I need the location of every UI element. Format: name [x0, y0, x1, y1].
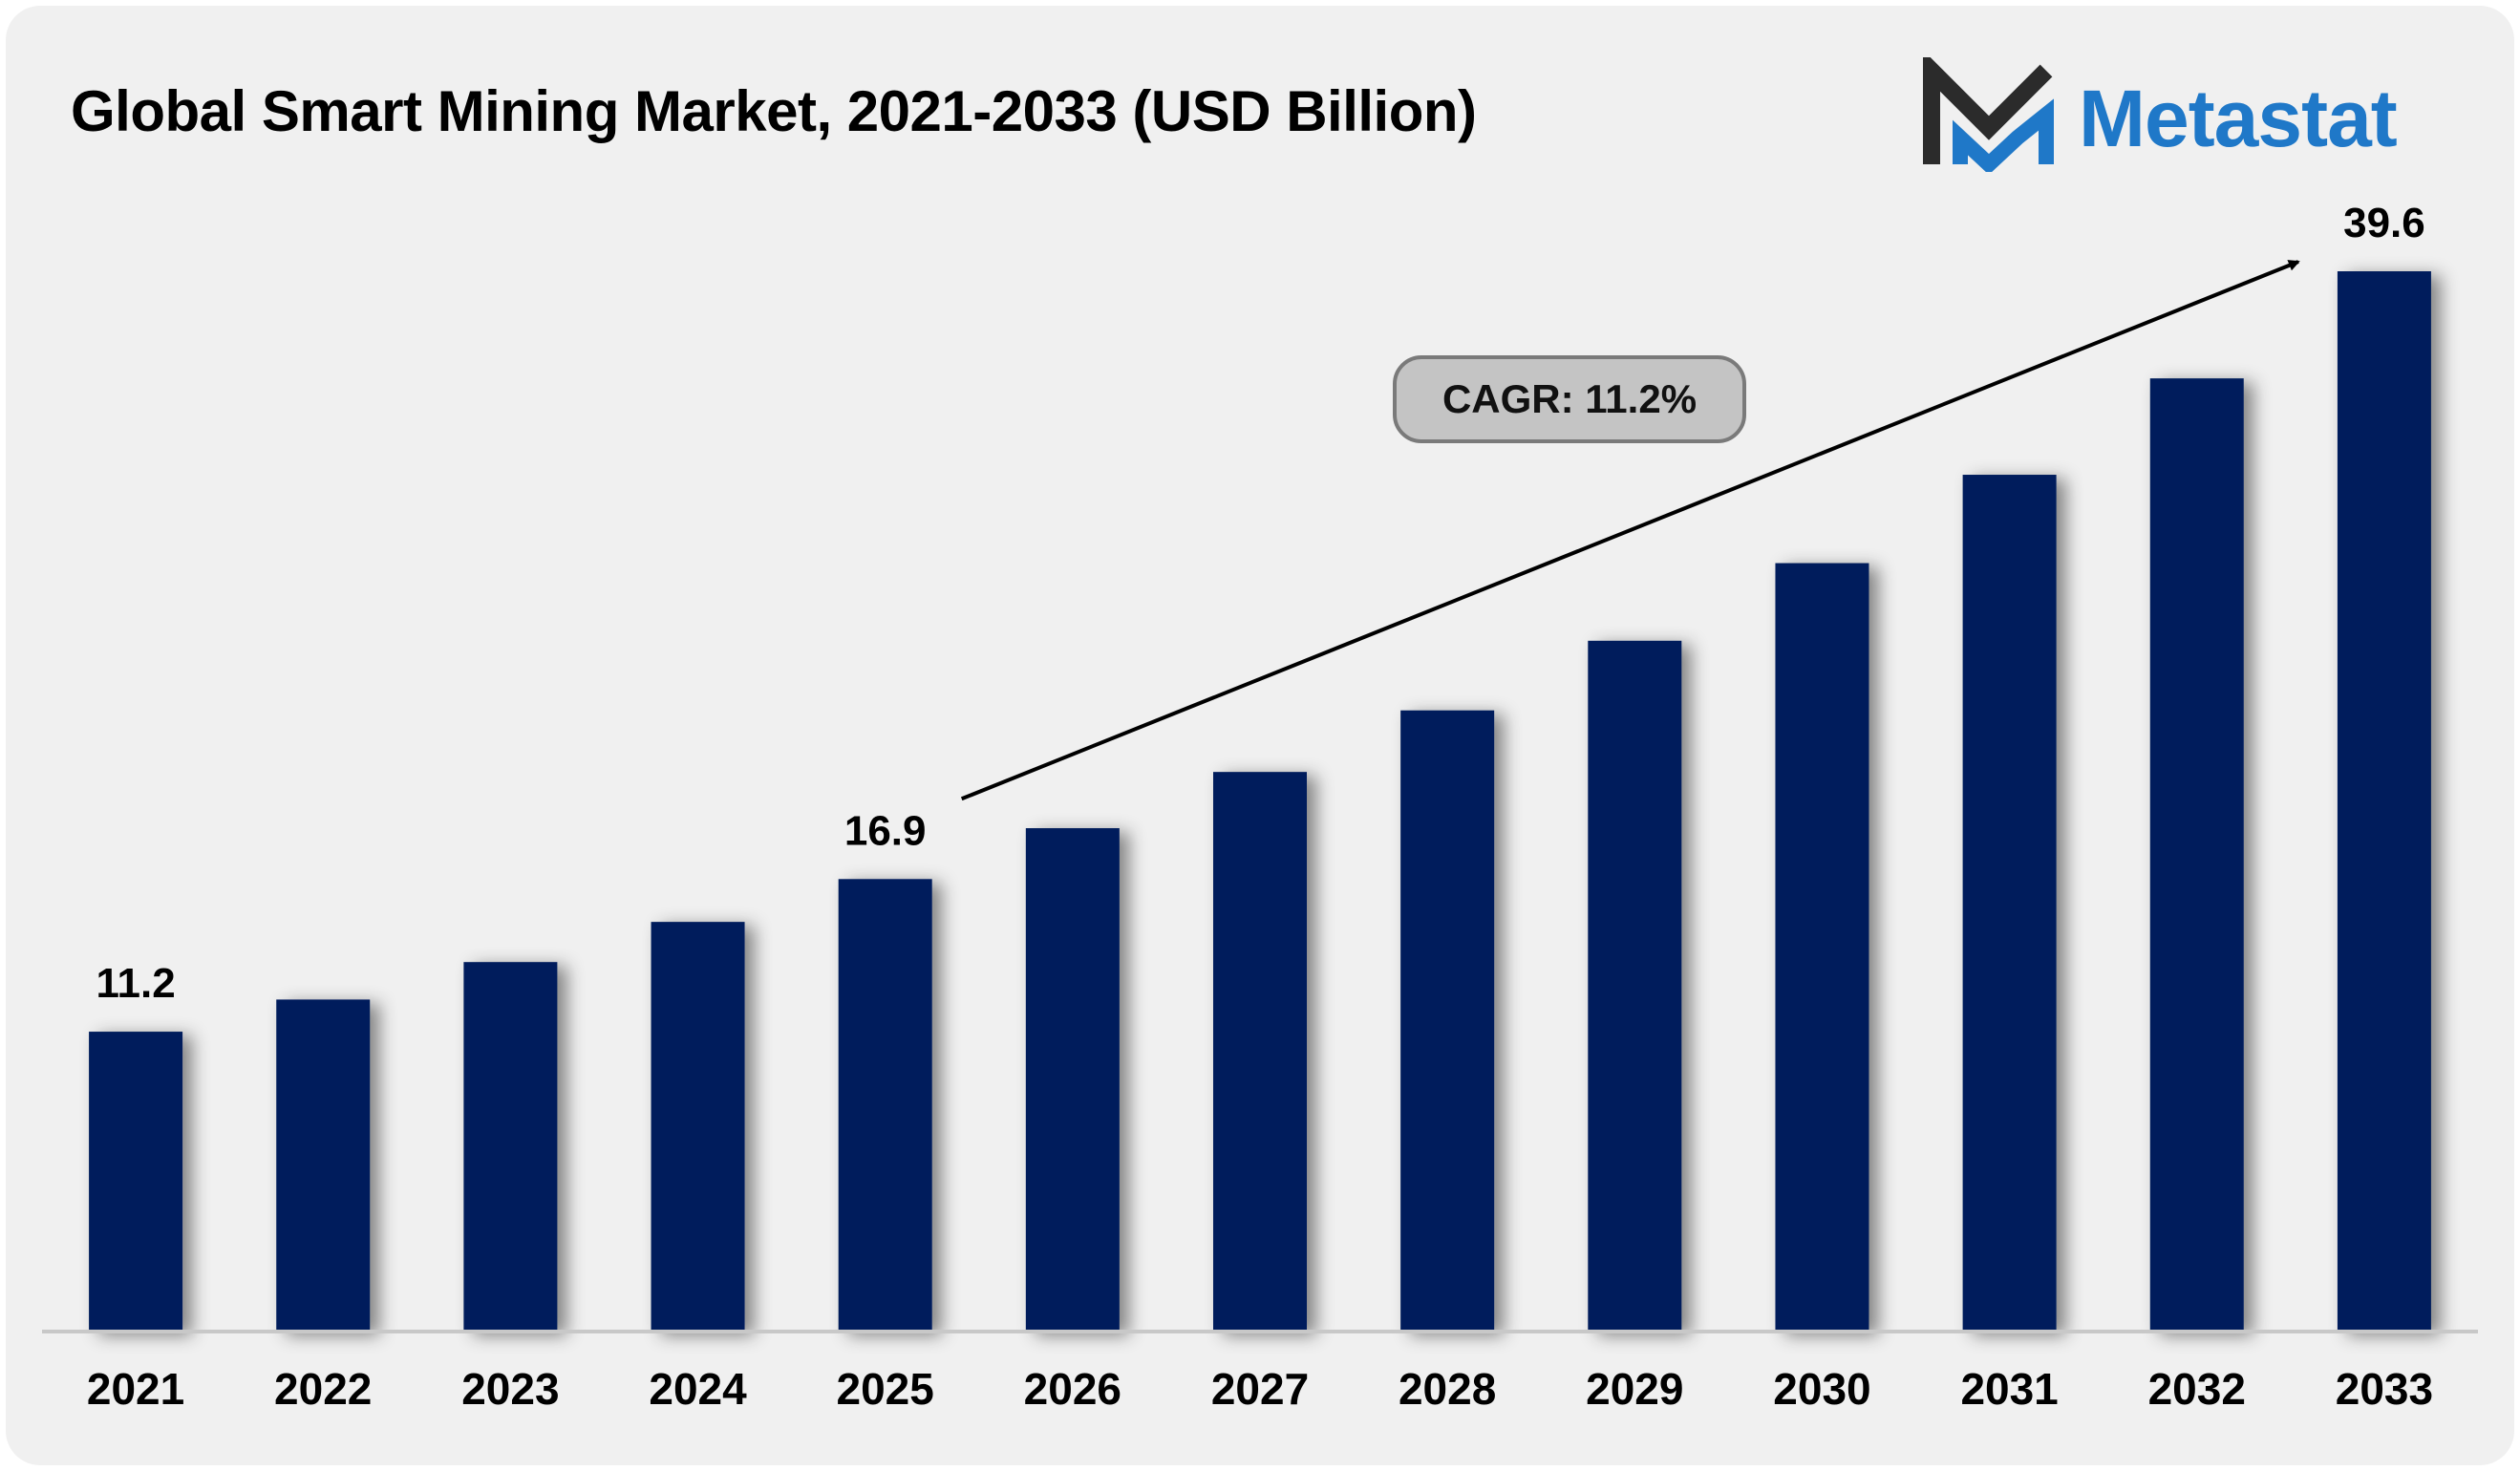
bar-2029	[1588, 640, 1682, 1332]
x-tick-label-2032: 2032	[2148, 1364, 2246, 1414]
data-label-2025: 16.9	[844, 807, 927, 854]
x-tick-label-2021: 2021	[87, 1364, 184, 1414]
data-label-2021: 11.2	[96, 960, 175, 1007]
cagr-trend-arrow	[960, 260, 2300, 801]
x-tick-label-2023: 2023	[461, 1364, 559, 1414]
x-tick-label-2028: 2028	[1399, 1364, 1496, 1414]
bar-2021	[89, 1032, 183, 1332]
bar-2027	[1213, 772, 1307, 1332]
bar-2024	[651, 922, 745, 1332]
x-tick-label-2030: 2030	[1773, 1364, 1870, 1414]
bar-2033	[2337, 271, 2431, 1332]
bar-2031	[1962, 475, 2057, 1332]
bar-2026	[1025, 828, 1120, 1332]
logo-text: Metastat	[2079, 74, 2398, 163]
bar-2030	[1775, 563, 1869, 1332]
bar-2028	[1400, 710, 1495, 1332]
x-tick-label-2029: 2029	[1586, 1364, 1683, 1414]
bar-2023	[463, 962, 558, 1332]
data-label-2033: 39.6	[2343, 200, 2425, 246]
x-tick-label-2033: 2033	[2336, 1364, 2433, 1414]
x-tick-label-2025: 2025	[837, 1364, 934, 1414]
x-tick-label-2027: 2027	[1211, 1364, 1309, 1414]
x-tick-label-2031: 2031	[1960, 1364, 2058, 1414]
chart-title: Global Smart Mining Market, 2021-2033 (U…	[71, 79, 1477, 143]
bar-2025	[838, 879, 932, 1332]
cagr-badge: CAGR: 11.2%	[1393, 355, 1746, 443]
metastat-logo-icon	[1923, 57, 2054, 172]
x-tick-label-2024: 2024	[649, 1364, 747, 1414]
bar-2022	[276, 999, 371, 1332]
x-tick-label-2026: 2026	[1024, 1364, 1121, 1414]
bar-2032	[2149, 378, 2244, 1332]
x-tick-label-2022: 2022	[274, 1364, 372, 1414]
metastat-logo: Metastat	[1920, 57, 2455, 172]
